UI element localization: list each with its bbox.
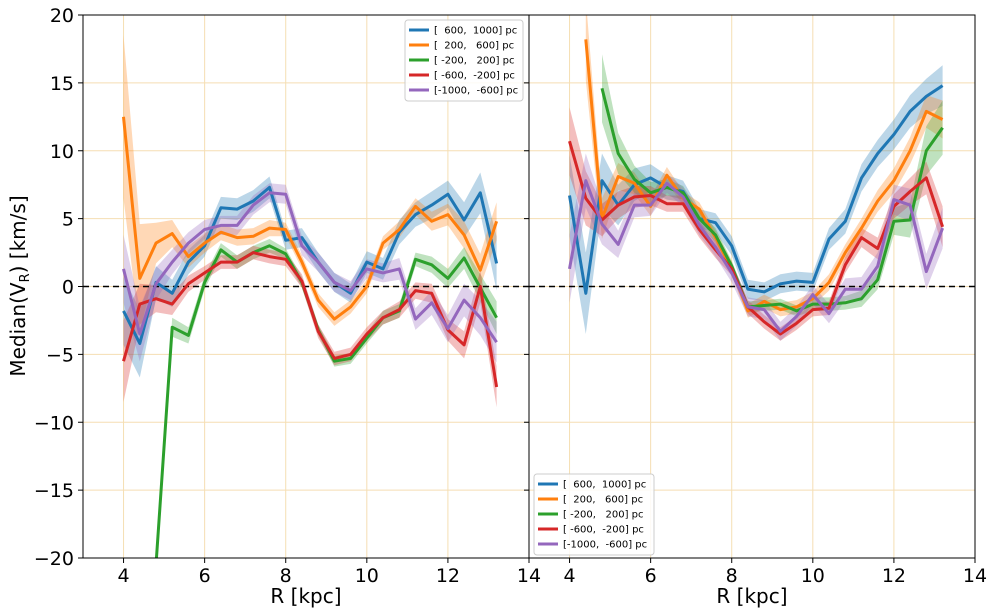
legend-box [533,473,655,556]
x-tick-label: 14 [963,565,987,587]
legend-label: [ 200, 600] pc [434,41,514,52]
plot-area [83,35,529,558]
y-tick-label: −15 [34,480,74,502]
x-axis-label: R [kpc] [716,584,787,608]
error-band [585,15,943,318]
y-axis-label-end: ) [km/s] [6,195,30,273]
series-line [122,116,499,321]
legend-label: [-1000, -600] pc [563,540,647,551]
y-axis-label: Median(VR) [km/s] [6,195,33,376]
x-tick-label: 8 [280,565,292,587]
legend-label: [ -600, -200] pc [563,525,644,536]
y-tick-label: 20 [50,5,74,27]
x-tick-label: 10 [355,565,379,587]
y-tick-label: 0 [62,277,74,299]
series-line [568,140,945,336]
y-tick-label: −20 [34,548,74,570]
series-line [122,185,499,345]
x-tick-label: 12 [436,565,460,587]
y-tick-label: 5 [62,209,74,231]
series-line [568,84,944,295]
legend: [ 600, 1000] pc [ 200, 600] pc [ -200, 200… [533,473,655,556]
y-tick-label: 10 [50,141,74,163]
y-axis-label-group: Median(VR) [km/s] [6,195,33,376]
error-band [156,239,497,558]
y-axis-label-main: Median(V [6,282,30,377]
legend-label: [ 600, 1000] pc [434,26,517,37]
x-tick-label: 4 [563,565,575,587]
legend: [ 600, 1000] pc [ 200, 600] pc [ -200, 200… [404,19,524,102]
error-band [123,183,497,363]
legend-box [404,19,524,102]
series-line [122,251,499,388]
x-axis-label: R [kpc] [270,584,341,608]
x-tick-label: 8 [726,565,738,587]
left-panel: 4 6 8 10 12 14 −20 −15 −10 −5 0 5 10 15 20 R [kpc] [ 600… [34,5,541,608]
legend-label: [ -600, -200] pc [434,71,515,82]
ticks: 4 6 8 10 12 14 [524,14,987,587]
x-tick-label: 6 [199,565,211,587]
y-axis-label-sub: R [18,273,33,282]
x-tick-label: 6 [645,565,657,587]
legend-label: [-1000, -600] pc [434,86,518,97]
x-tick-label: 12 [882,565,906,587]
legend-label: [ -200, 200] pc [434,56,515,67]
legend-label: [ -200, 200] pc [563,510,644,521]
y-tick-label: −10 [34,412,74,434]
legend-label: [ 200, 600] pc [563,495,643,506]
legend-label: [ 600, 1000] pc [563,480,646,491]
y-tick-label: 15 [50,73,74,95]
x-tick-label: 10 [801,565,825,587]
right-panel: 4 6 8 10 12 14 R [kpc] [ 600, 1000] pc [ 200, 60… [524,14,987,608]
y-tick-label: −5 [46,344,74,366]
x-tick-label: 14 [517,565,541,587]
series-line [154,244,498,558]
x-tick-label: 4 [117,565,129,587]
series-line [584,39,944,313]
error-band [569,153,943,341]
series-line [122,191,498,344]
plot-area [529,15,975,341]
ticks: 4 6 8 10 12 14 −20 −15 −10 −5 0 5 10 15 20 [34,5,541,587]
series-line [600,87,944,313]
series-line [568,179,945,333]
